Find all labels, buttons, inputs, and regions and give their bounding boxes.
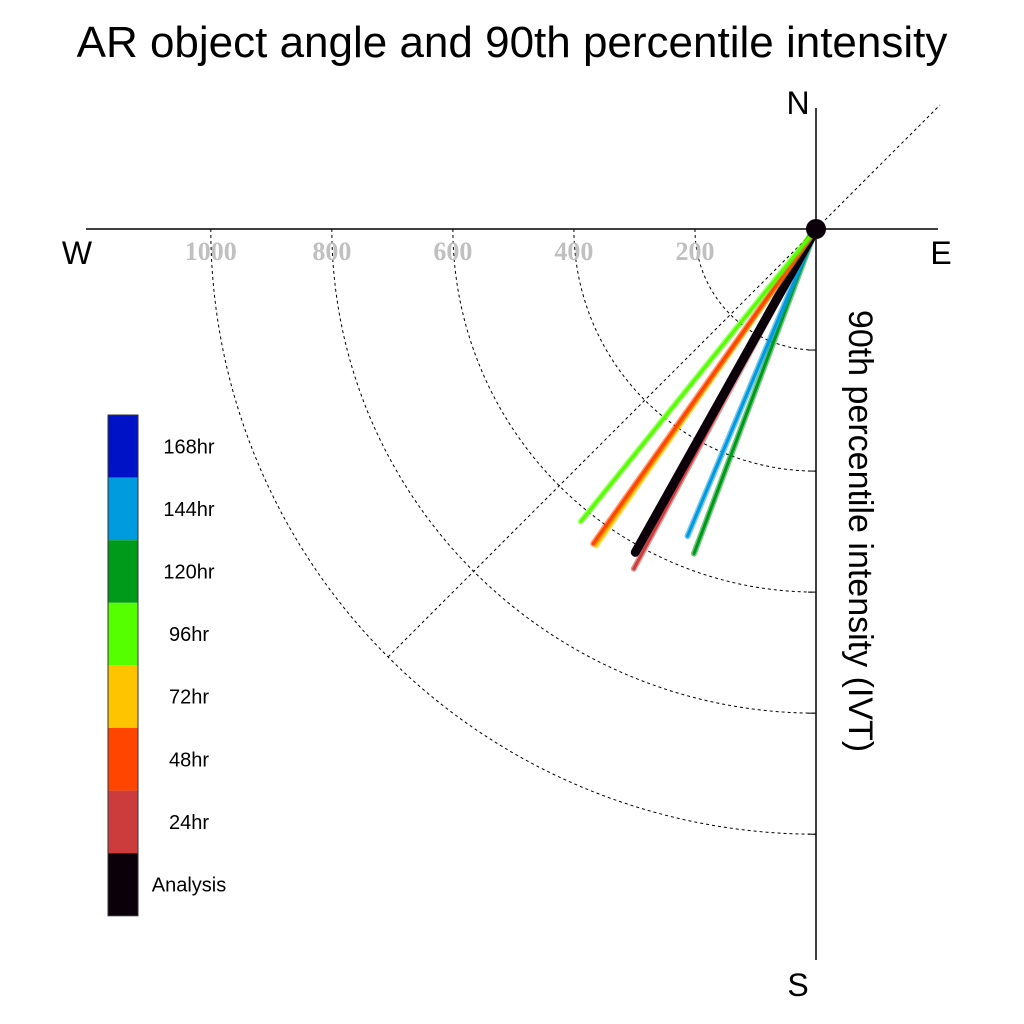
legend-label-168hr: 168hr bbox=[163, 436, 214, 458]
compass-north-label: N bbox=[786, 85, 809, 121]
tick-label-200: 200 bbox=[675, 237, 714, 266]
chart-title: AR object angle and 90th percentile inte… bbox=[77, 18, 948, 67]
vector-line bbox=[630, 224, 821, 557]
vector-48hr bbox=[590, 226, 819, 547]
tick-label-1000: 1000 bbox=[185, 237, 237, 266]
y-axis-label: 90th percentile intensity (IVT) bbox=[841, 310, 879, 752]
vector-line bbox=[579, 227, 818, 523]
legend-swatch-144hr bbox=[108, 477, 138, 541]
polar-grid bbox=[210, 104, 941, 835]
grid-diagonal bbox=[387, 104, 941, 658]
tick-label-800: 800 bbox=[312, 237, 351, 266]
compass-south-label: S bbox=[787, 967, 808, 1003]
legend-swatch-96hr bbox=[108, 602, 138, 666]
legend-label-72hr: 72hr bbox=[169, 687, 209, 709]
vector-line bbox=[591, 227, 818, 546]
compass-west-label: W bbox=[62, 235, 93, 271]
grid-arc-600 bbox=[452, 228, 817, 593]
legend-swatch-48hr bbox=[108, 728, 138, 791]
series-vectors bbox=[577, 224, 821, 572]
legend-label-120hr: 120hr bbox=[163, 562, 214, 584]
origin-marker bbox=[806, 219, 826, 239]
legend-swatch-168hr bbox=[108, 415, 138, 478]
legend-label-24hr: 24hr bbox=[169, 812, 209, 834]
legend-swatch-24hr bbox=[108, 790, 138, 854]
grid-arc-400 bbox=[573, 228, 817, 472]
tick-label-400: 400 bbox=[554, 237, 593, 266]
vector-Analysis bbox=[630, 224, 821, 557]
legend: 168hr 144hr 120hr 96hr 72hr 48hr 24hr Analysis bbox=[107, 414, 226, 917]
legend-label-96hr: 96hr bbox=[169, 624, 209, 646]
legend-label-Analysis: Analysis bbox=[152, 875, 226, 897]
legend-swatch-72hr bbox=[108, 665, 138, 728]
compass-east-label: E bbox=[930, 235, 951, 271]
grid-arc-200 bbox=[694, 228, 817, 351]
vector-96hr bbox=[577, 226, 819, 525]
legend-swatch-120hr bbox=[108, 540, 138, 603]
legend-swatch-Analysis bbox=[108, 853, 138, 916]
legend-label-48hr: 48hr bbox=[169, 749, 209, 771]
grid-arc-800 bbox=[331, 228, 817, 714]
vector-144hr bbox=[684, 226, 819, 540]
tick-label-600: 600 bbox=[433, 237, 472, 266]
vector-line bbox=[686, 227, 818, 538]
legend-label-144hr: 144hr bbox=[163, 499, 214, 521]
legend-frame bbox=[107, 414, 139, 917]
radial-tick-labels: 200 400 600 800 1000 bbox=[185, 237, 715, 266]
